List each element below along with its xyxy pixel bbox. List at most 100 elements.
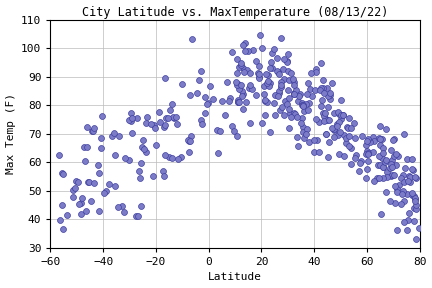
Point <box>287 71 294 75</box>
Point <box>358 159 365 163</box>
Point <box>201 111 208 115</box>
Point <box>222 113 229 117</box>
Point <box>215 151 222 155</box>
Point <box>83 125 90 130</box>
Point <box>377 137 384 141</box>
Point <box>404 156 411 161</box>
Point <box>284 69 291 74</box>
Point <box>330 111 337 115</box>
Point <box>300 130 307 134</box>
Point <box>294 114 301 119</box>
Point <box>95 208 102 213</box>
Point <box>404 179 411 183</box>
Point <box>275 69 282 74</box>
Point <box>394 190 400 194</box>
Point <box>178 155 185 160</box>
Point <box>115 205 122 209</box>
Point <box>90 129 97 134</box>
Point <box>304 108 311 112</box>
Point <box>401 199 408 203</box>
Point <box>262 99 269 104</box>
Point <box>234 82 241 87</box>
Point <box>165 116 172 120</box>
Point <box>323 118 330 122</box>
Point <box>324 94 331 98</box>
Point <box>351 156 358 160</box>
Point <box>152 126 159 130</box>
Point <box>162 76 168 81</box>
Point <box>98 136 105 140</box>
Point <box>319 77 326 82</box>
Point <box>351 136 358 140</box>
Point <box>228 50 235 54</box>
Point <box>344 126 351 131</box>
Point <box>126 158 133 162</box>
Point <box>362 143 369 147</box>
Point <box>268 60 275 64</box>
Point <box>283 102 290 106</box>
Point <box>311 88 318 92</box>
Point <box>297 91 304 96</box>
Point <box>263 80 270 85</box>
Point <box>234 98 241 103</box>
Point <box>150 123 157 128</box>
Point <box>336 120 343 124</box>
Point <box>404 192 411 196</box>
Point <box>258 120 265 125</box>
Point <box>59 202 66 207</box>
Point <box>239 92 246 96</box>
Point <box>72 179 79 183</box>
Point <box>110 130 117 135</box>
Point <box>320 119 327 123</box>
Point <box>348 146 355 151</box>
Point <box>311 150 318 154</box>
Point <box>326 118 333 123</box>
Point <box>255 71 262 76</box>
Point <box>314 138 321 142</box>
Point <box>318 61 324 65</box>
Point <box>413 175 420 180</box>
Point <box>319 85 326 90</box>
X-axis label: Latitude: Latitude <box>208 272 262 283</box>
Point <box>160 124 167 129</box>
Point <box>411 198 418 203</box>
Point <box>89 129 96 134</box>
Point <box>148 122 155 126</box>
Point <box>378 137 385 141</box>
Point <box>115 134 122 139</box>
Point <box>238 83 245 87</box>
Point <box>339 113 346 118</box>
Point <box>230 128 237 133</box>
Point <box>235 100 242 105</box>
Point <box>412 197 419 201</box>
Point <box>194 91 201 96</box>
Point <box>210 96 216 101</box>
Point <box>245 49 252 54</box>
Point <box>55 153 62 158</box>
Point <box>291 92 298 96</box>
Point <box>134 116 141 120</box>
Point <box>137 161 144 165</box>
Point <box>407 175 413 179</box>
Point <box>375 162 381 167</box>
Point <box>321 114 328 118</box>
Point <box>235 100 241 104</box>
Point <box>303 132 310 137</box>
Point <box>327 97 334 101</box>
Point <box>97 146 104 151</box>
Point <box>290 91 297 96</box>
Point <box>386 199 393 203</box>
Point <box>409 166 416 171</box>
Point <box>160 174 167 179</box>
Point <box>280 57 287 62</box>
Point <box>299 103 306 107</box>
Point <box>265 84 272 88</box>
Point <box>278 82 285 87</box>
Point <box>323 132 330 136</box>
Point <box>245 85 252 90</box>
Point <box>380 146 387 151</box>
Point <box>236 87 243 91</box>
Point <box>274 69 281 73</box>
Point <box>335 152 342 157</box>
Point <box>376 136 383 140</box>
